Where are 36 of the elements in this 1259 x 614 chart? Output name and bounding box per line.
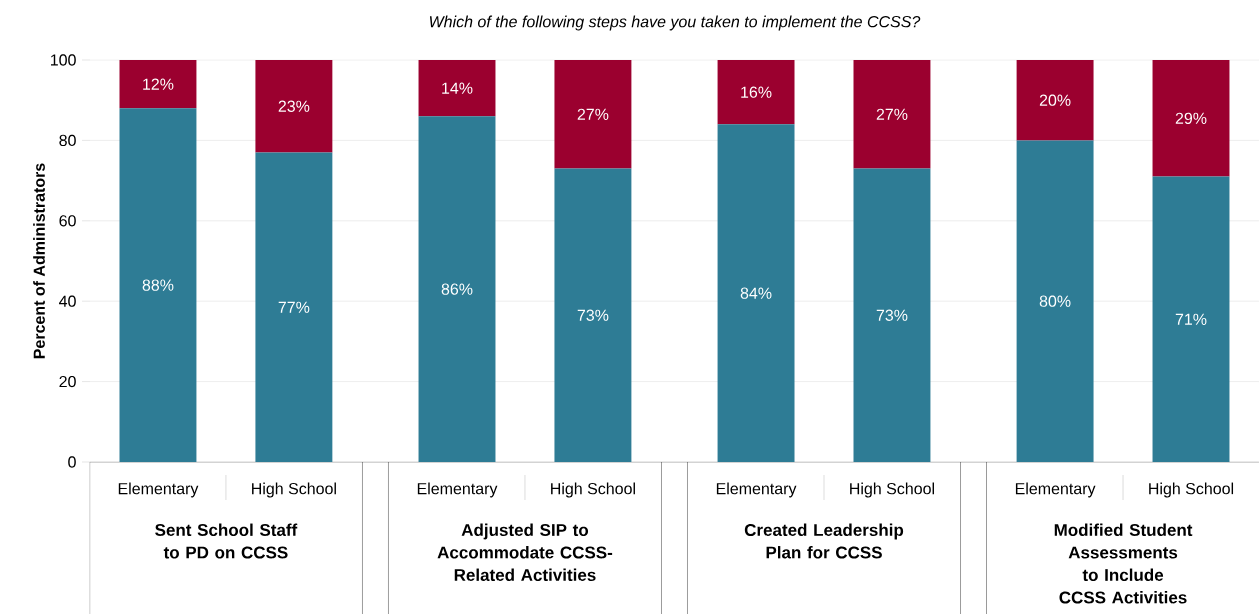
text: Sent School Staff to PD on CCSS bbox=[155, 523, 298, 559]
y-tick-label: 60 bbox=[59, 215, 76, 227]
x-tick-label: Elementary bbox=[417, 482, 498, 498]
x-tick-label: High School bbox=[1149, 482, 1234, 498]
data-label: 73% bbox=[876, 309, 908, 321]
text: Created Leadership Plan for CCSS bbox=[744, 523, 904, 559]
x-tick-label: High School bbox=[850, 482, 934, 498]
data-label: 84% bbox=[740, 287, 772, 299]
data-label: 27% bbox=[876, 108, 908, 120]
data-label: 12% bbox=[143, 78, 174, 90]
data-label: 73% bbox=[577, 309, 609, 321]
data-label: 86% bbox=[441, 283, 473, 295]
y-axis-title: Percent of Administrators bbox=[33, 163, 45, 359]
y-tick-label: 0 bbox=[68, 456, 76, 468]
x-tick-label: High School bbox=[551, 482, 635, 498]
data-label: 23% bbox=[278, 100, 310, 112]
data-label: 71% bbox=[1175, 313, 1207, 325]
x-tick-label: High School bbox=[252, 482, 336, 498]
text: Adjusted SIP to Accommodate CCSS-Related Activities bbox=[437, 523, 613, 582]
data-label: 16% bbox=[741, 86, 772, 98]
data-label: 27% bbox=[577, 108, 609, 120]
y-tick-label: 80 bbox=[59, 134, 76, 147]
y-tick-label: 100 bbox=[51, 54, 76, 66]
data-label: 77% bbox=[278, 301, 310, 313]
data-label: 29% bbox=[1175, 112, 1207, 124]
x-tick-label: Elementary bbox=[1015, 482, 1096, 498]
data-label: 80% bbox=[1039, 295, 1071, 307]
x-tick-label: Elementary bbox=[716, 482, 797, 498]
chart-title: Which of the following steps have you taken to implement the CCSS? bbox=[429, 15, 921, 31]
text: Modified Student Assessments to Include CCSS Activities bbox=[1054, 523, 1193, 604]
y-tick-label: 40 bbox=[59, 295, 76, 307]
data-label: 14% bbox=[442, 82, 473, 94]
x-tick-label: Elementary bbox=[118, 482, 199, 498]
data-label: 20% bbox=[1039, 94, 1071, 106]
data-label: 88% bbox=[142, 279, 174, 291]
y-tick-label: 20 bbox=[59, 375, 76, 388]
